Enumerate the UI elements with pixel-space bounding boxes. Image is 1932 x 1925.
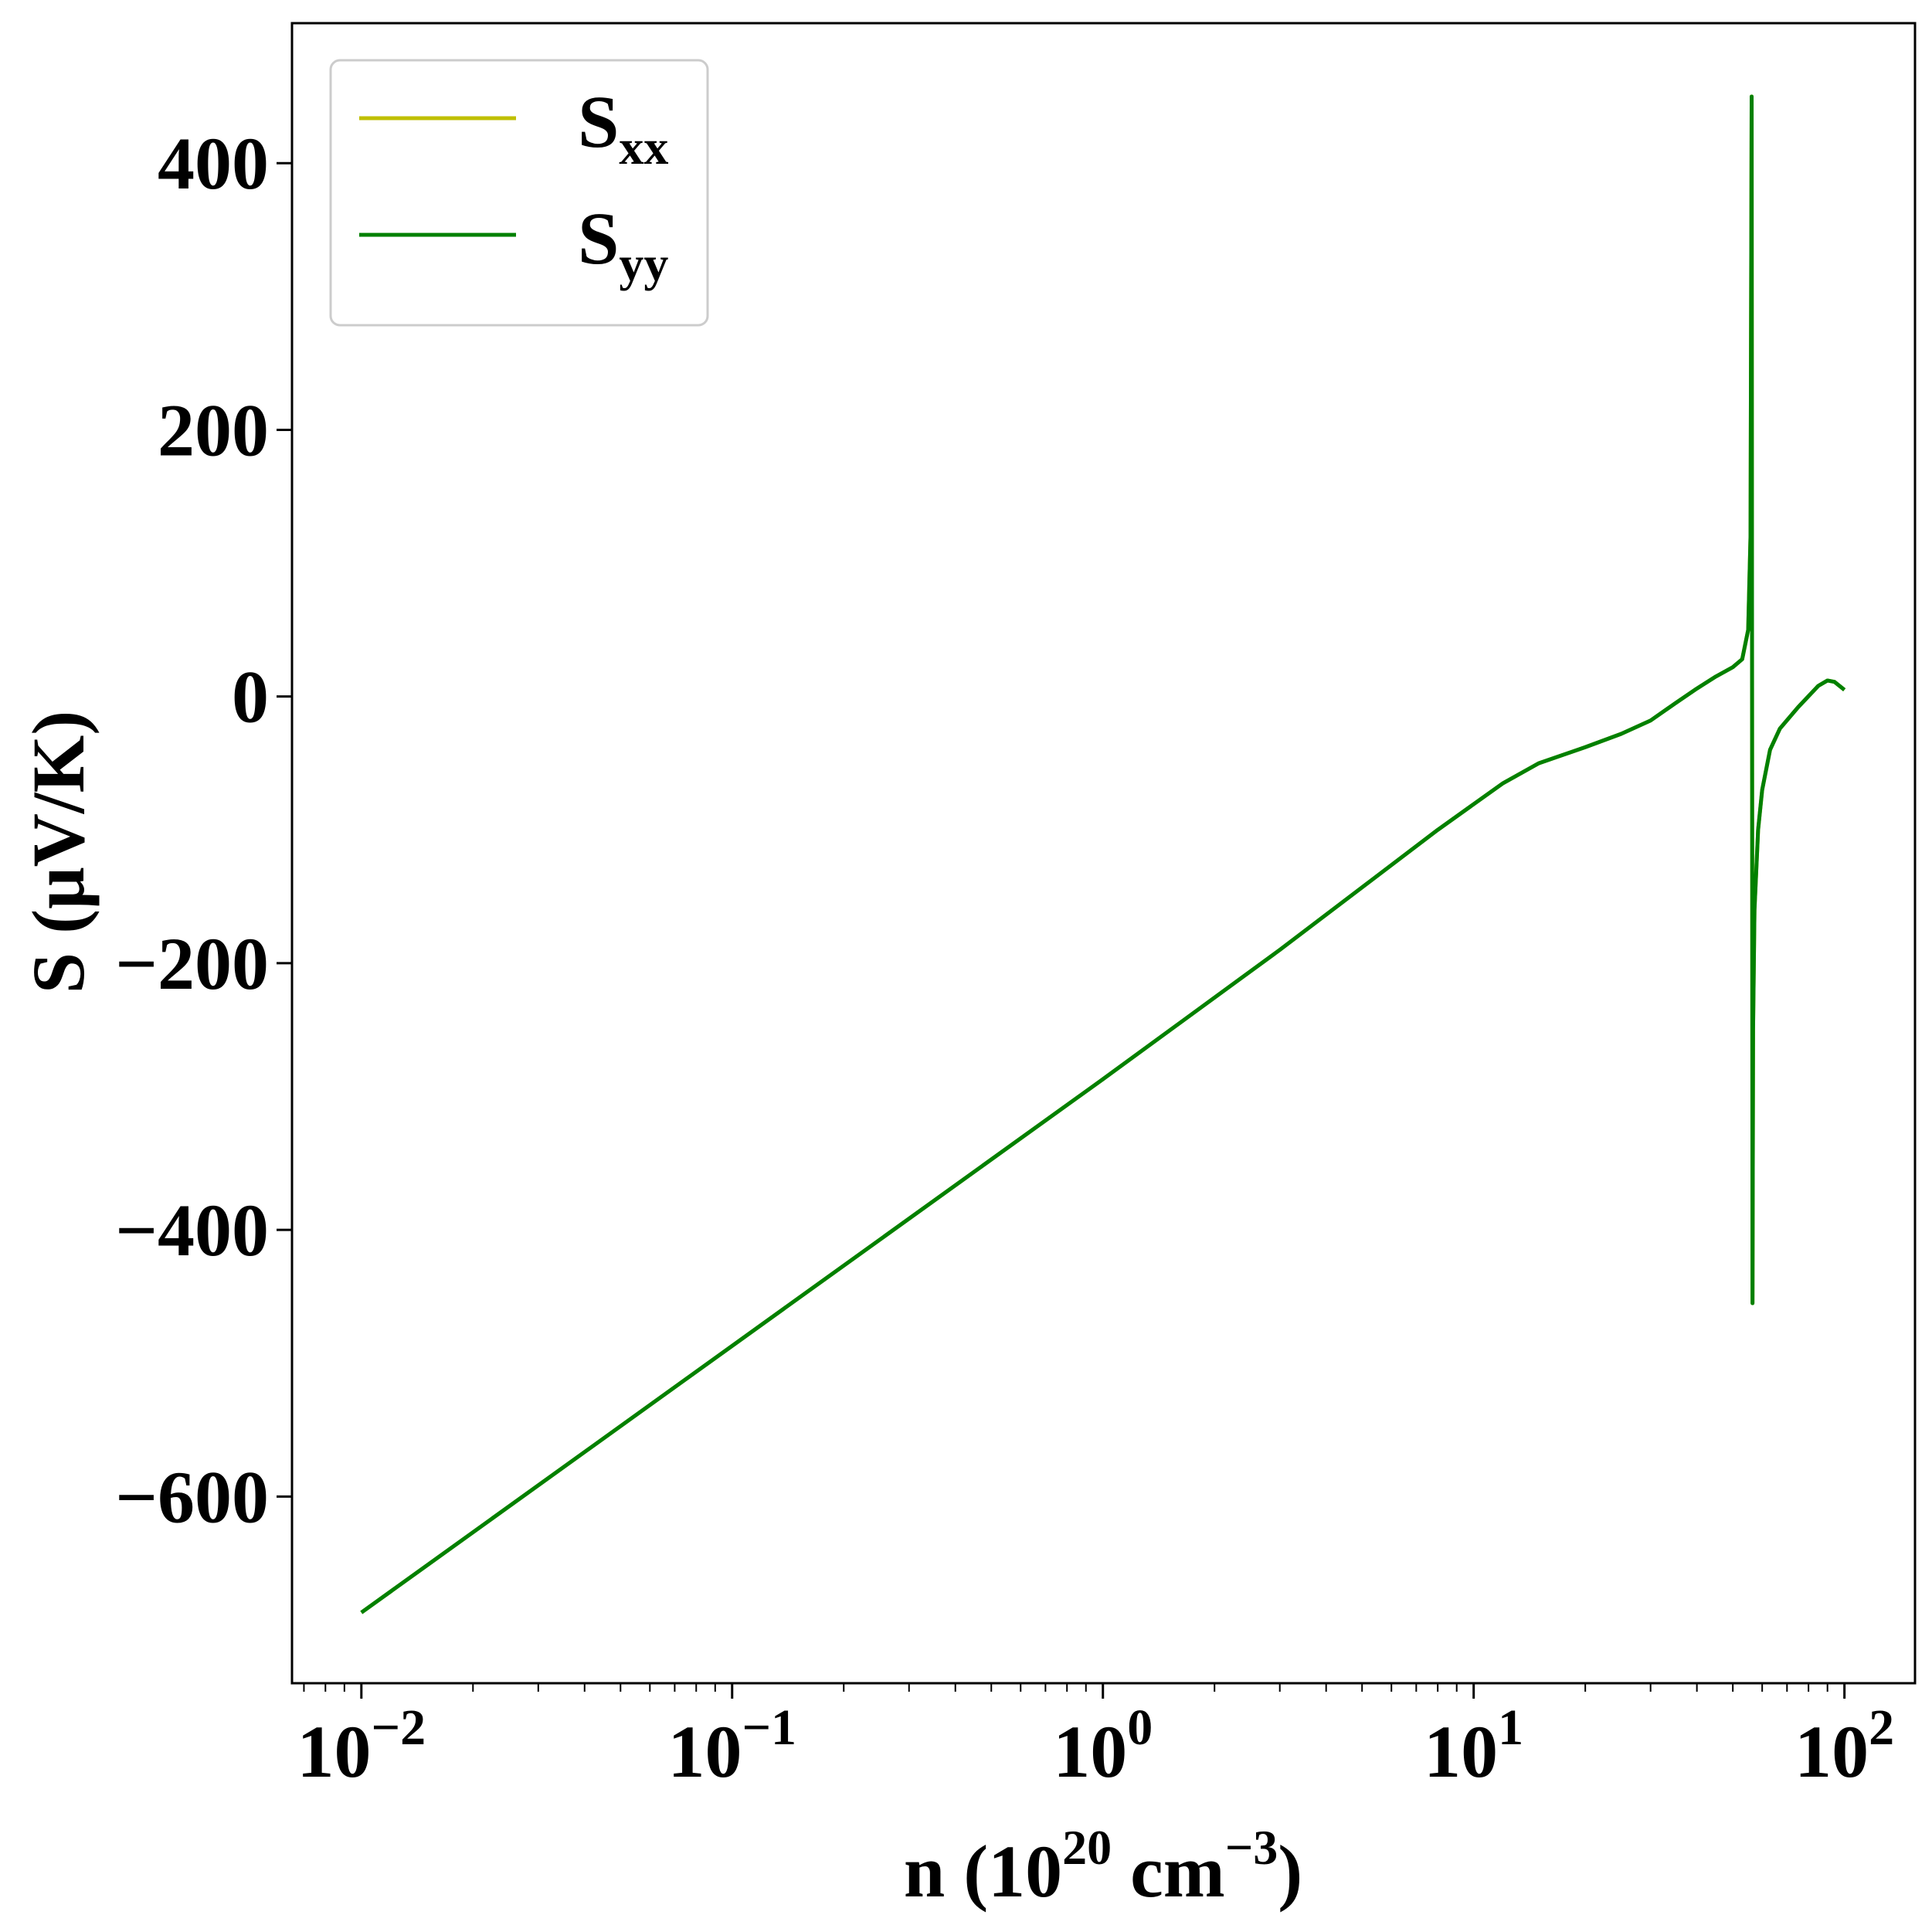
x-axis-label-end: ) [1278, 1830, 1302, 1913]
legend: Sxx Syy [329, 59, 709, 327]
x-tick-label: 101 [1424, 1699, 1523, 1793]
y-axis-ticks: 400 200 0 −200 −400 −600 [115, 122, 292, 1538]
y-tick-label: 200 [158, 389, 269, 471]
series-line-syy [360, 94, 1846, 1614]
legend-label-syy: Syy [578, 197, 668, 291]
x-axis-label-base: n (10 [904, 1830, 1062, 1913]
y-tick-label: −600 [115, 1455, 269, 1538]
y-tick-label: −400 [115, 1189, 269, 1271]
x-tick-label: 10−1 [667, 1699, 796, 1793]
x-axis-label-mid: cm [1112, 1830, 1225, 1913]
legend-box [329, 59, 709, 327]
y-tick-label: 400 [158, 122, 269, 205]
x-tick-label: 100 [1053, 1699, 1153, 1793]
x-tick-label: 102 [1794, 1699, 1894, 1793]
x-tick-label: 10−2 [297, 1699, 426, 1793]
x-axis-ticks: 10−2 10−1 100 101 102 [297, 1683, 1894, 1793]
x-axis-label-sup1: 20 [1062, 1820, 1112, 1875]
y-tick-label: −200 [115, 922, 269, 1005]
y-tick-label: 0 [232, 656, 269, 738]
y-axis-label: S (μV/K) [17, 711, 100, 993]
legend-label-sxx: Sxx [578, 80, 668, 175]
x-axis-label: n (1020 cm−3) [904, 1820, 1302, 1913]
plot-lines [360, 94, 1846, 1614]
x-axis-label-sup2: −3 [1225, 1820, 1278, 1875]
